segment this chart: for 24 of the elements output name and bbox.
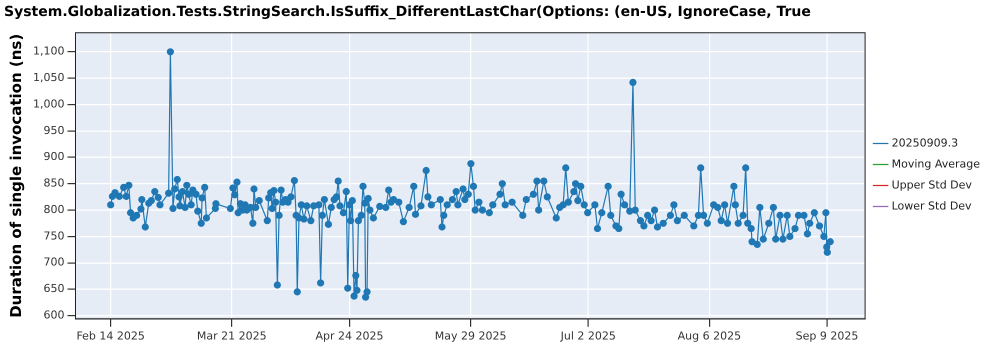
x-tick-label: Mar 21 2025	[196, 329, 267, 342]
y-tick-label: 600	[43, 308, 64, 322]
y-tick-label: 950	[43, 124, 64, 137]
legend-label: Moving Average	[892, 157, 980, 170]
legend-label: 20250909.3	[892, 136, 958, 150]
x-tick-label: Feb 14 2025	[76, 329, 145, 342]
legend-label: Lower Std Dev	[892, 199, 972, 212]
x-tick-label: Sep 9 2025	[796, 329, 858, 342]
y-tick-label: 900	[43, 150, 64, 164]
x-tick-label: Aug 6 2025	[678, 329, 742, 342]
y-tick-label: 1,100	[32, 44, 64, 58]
y-tick-label: 850	[43, 176, 64, 190]
y-tick-label: 650	[43, 282, 64, 296]
x-tick-label: Apr 24 2025	[315, 329, 384, 342]
y-tick-label: 700	[43, 256, 64, 269]
chart-title: System.Globalization.Tests.StringSearch.IsSuffix_DifferentLastChar(Options: (en-US, IgnoreCase, True	[4, 4, 811, 20]
y-tick-label: 800	[43, 202, 64, 216]
y-tick-label: 750	[43, 229, 64, 242]
y-tick-label: 1,000	[32, 97, 64, 110]
legend-label: Upper Std Dev	[892, 178, 972, 192]
x-tick-label: May 29 2025	[434, 329, 506, 342]
y-tick-label: 1,050	[32, 71, 64, 84]
x-tick-label: Jul 2 2025	[560, 329, 616, 342]
y-axis-title: Duration of single invocation (ns)	[6, 34, 25, 318]
